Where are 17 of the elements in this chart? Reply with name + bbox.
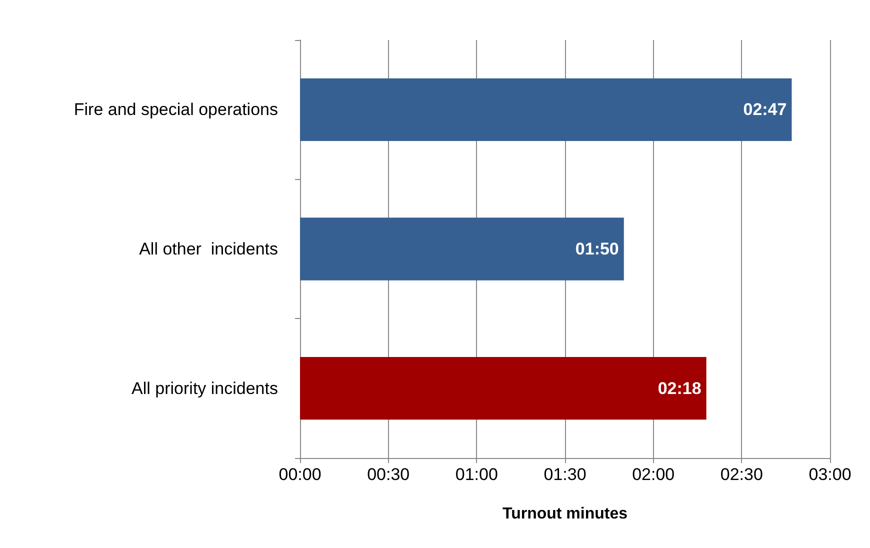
bar <box>300 356 706 420</box>
x-tick-label: 02:30 <box>720 465 763 484</box>
x-tick-label: 01:00 <box>455 465 498 484</box>
x-tick-label: 01:30 <box>544 465 586 484</box>
x-tick-label: 00:30 <box>367 465 410 484</box>
data-label: 01:50 <box>575 240 619 258</box>
data-label: 02:47 <box>743 100 787 120</box>
x-tick-label: 03:00 <box>808 465 852 484</box>
bar <box>300 218 624 280</box>
x-tick-label: 02:00 <box>632 465 675 484</box>
x-tick-label: 00:00 <box>278 465 322 484</box>
bar <box>300 78 792 142</box>
y-tick-label: All other incidents <box>139 240 278 258</box>
y-tick-label: Fire and special operations <box>74 100 278 120</box>
x-axis-title: Turnout minutes <box>502 506 628 522</box>
y-tick-label: All priority incidents <box>132 378 278 398</box>
data-label: 02:18 <box>658 378 702 398</box>
